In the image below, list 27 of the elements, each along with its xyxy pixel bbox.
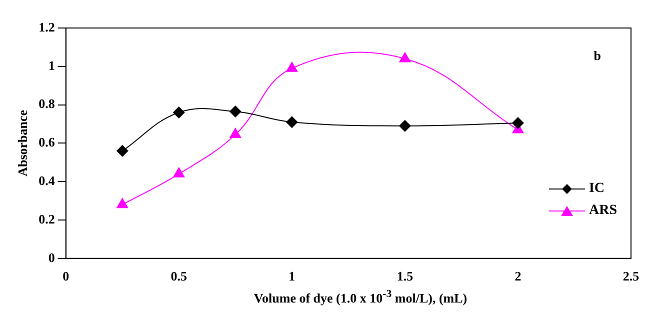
y-tick-label: 0: [48, 250, 55, 265]
point: [398, 120, 411, 132]
y-tick-label: 0.8: [38, 96, 56, 112]
x-axis-title: Volume of dye (1.0 x 10$^{-3}$ mol/L), (mL): [252, 288, 468, 306]
y-tick-label: 0.2: [38, 211, 55, 226]
point: [172, 166, 185, 178]
point: [116, 144, 128, 157]
point: [116, 198, 128, 208]
annotation: b: [594, 48, 601, 63]
x-tick-label: 0.5: [170, 268, 188, 284]
y-tick-label: 0.4: [38, 172, 56, 188]
y-tick-label: 1.2: [38, 19, 55, 34]
x-tick-label: 2: [514, 268, 522, 284]
y-axis-title: Absorbance: [15, 110, 30, 176]
x-tick-label: 0: [62, 268, 70, 284]
x-tick-label: 2.5: [622, 268, 640, 284]
legend-label: IC: [588, 181, 605, 197]
x-tick-label: 1: [288, 268, 296, 284]
point: [229, 128, 242, 138]
point: [229, 106, 242, 118]
y-tick-label: 1: [48, 58, 55, 73]
point: [286, 116, 298, 128]
x-tick-label: 1.5: [396, 268, 414, 284]
legend-label: ARS: [588, 203, 617, 219]
y-tick-label: 0.6: [38, 134, 56, 150]
point: [172, 106, 185, 118]
point: [512, 117, 524, 130]
